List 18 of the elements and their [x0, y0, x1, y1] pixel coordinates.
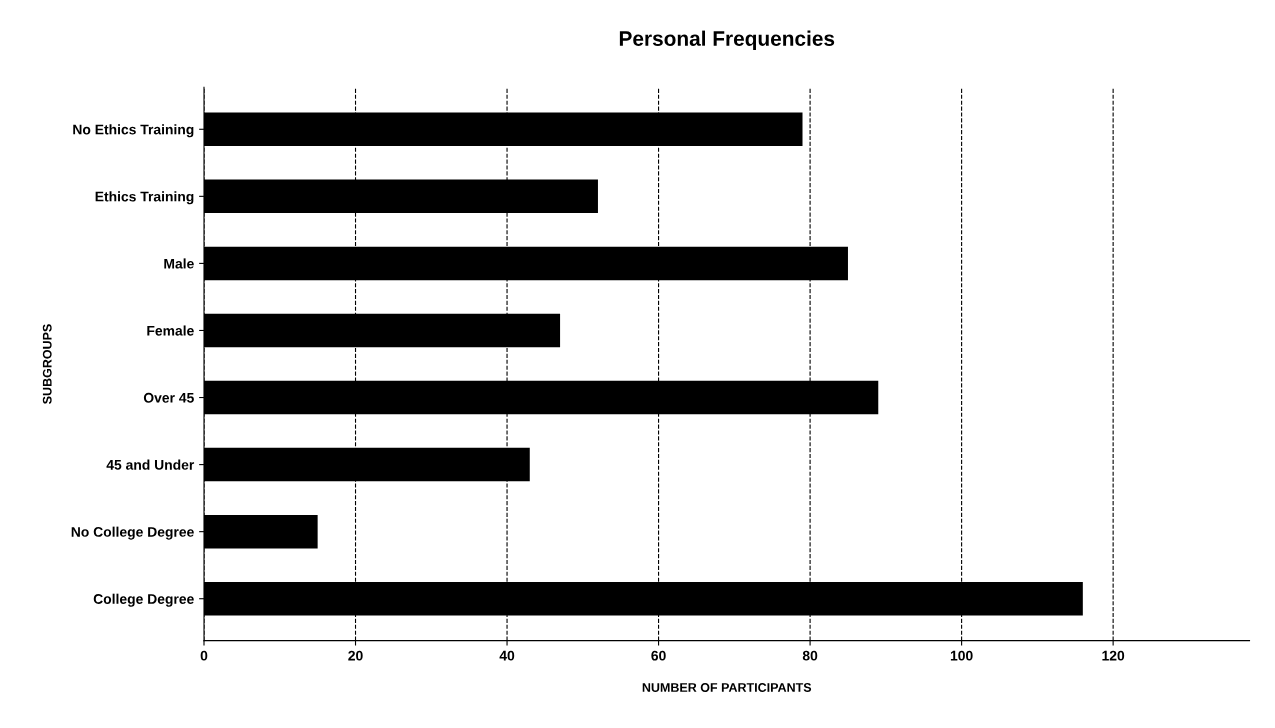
y-tick-label: Female [147, 325, 194, 336]
y-tick-label: 45 and Under [106, 459, 195, 470]
y-tick-label: College Degree [93, 593, 194, 607]
y-axis-title: SUBGROUPS [42, 324, 52, 404]
x-tick-label: 80 [802, 650, 818, 661]
x-tick-label: 100 [950, 650, 973, 661]
x-axis-title: NUMBER OF PARTICIPANTS [642, 683, 812, 692]
chart-title: Personal Frequencies [619, 30, 835, 51]
y-tick-label: Male [164, 258, 194, 269]
y-tick-label: No College Degree [71, 526, 194, 540]
x-tick-label: 120 [1102, 650, 1125, 661]
y-tick-label: Over 45 [143, 392, 194, 403]
y-tick-label: Ethics Training [95, 191, 194, 205]
y-tick-label: No Ethics Training [73, 124, 194, 138]
x-tick-label: 60 [651, 650, 666, 661]
x-tick-label: 40 [499, 650, 515, 661]
x-tick-label: 0 [200, 650, 208, 661]
x-tick-label: 20 [348, 650, 363, 661]
